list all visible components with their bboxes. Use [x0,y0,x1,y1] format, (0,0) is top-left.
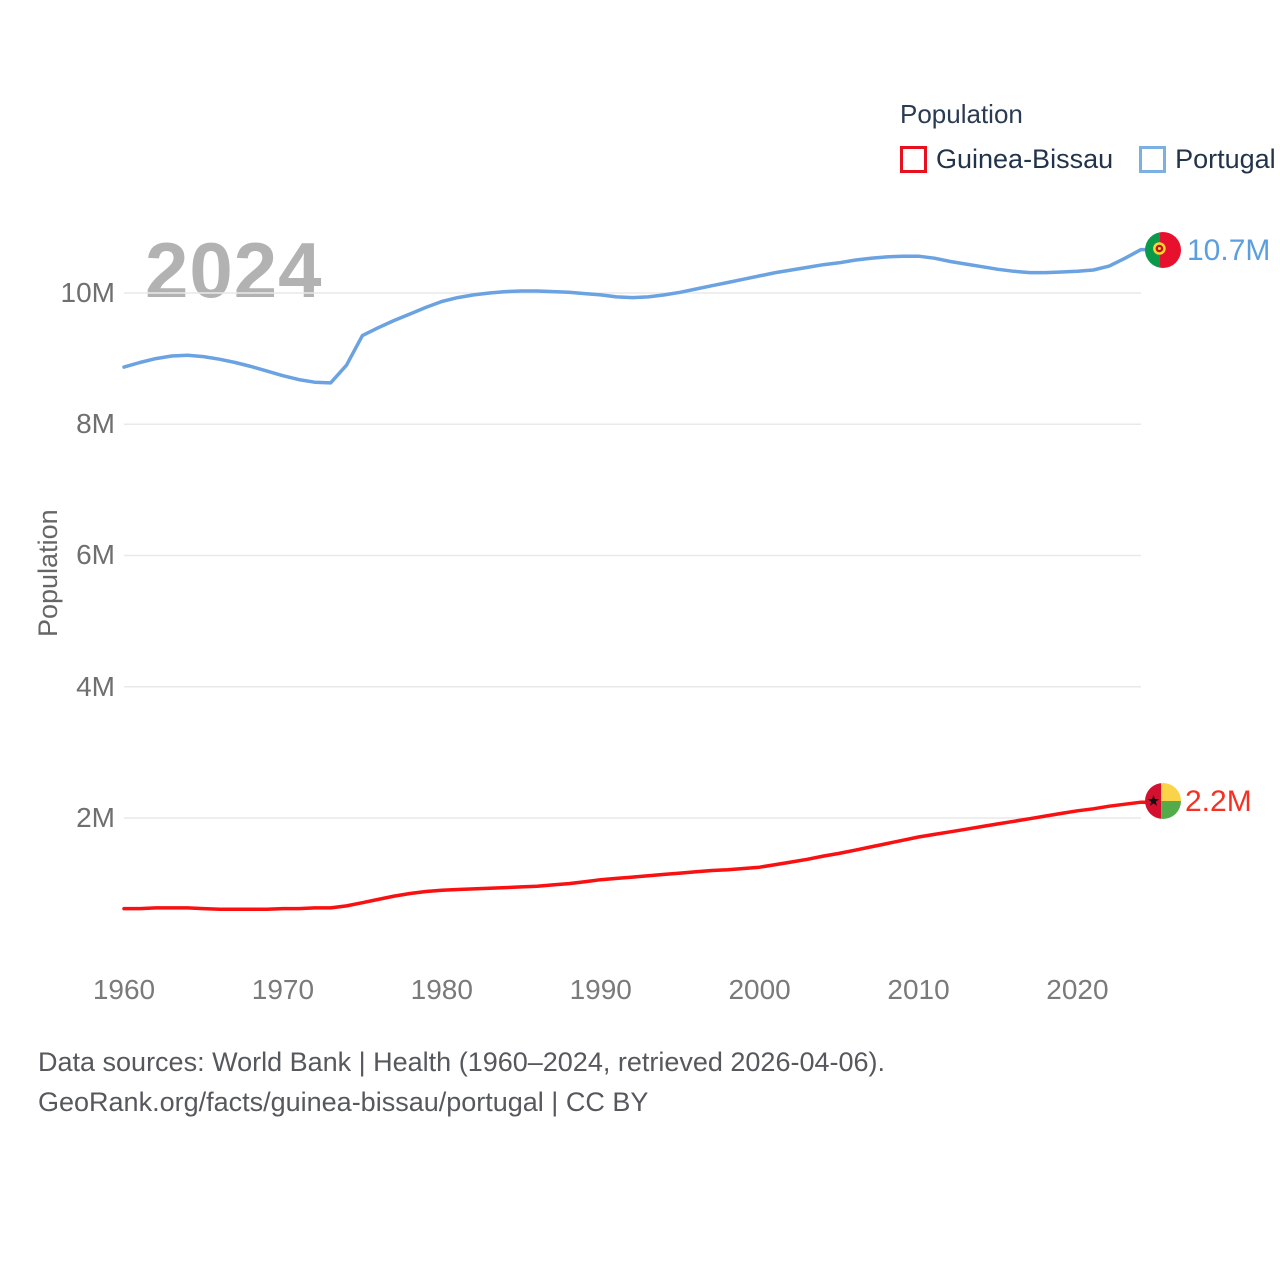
y-axis-title: Population [33,509,63,637]
footer: Data sources: World Bank | Health (1960–… [38,1042,885,1122]
legend-swatch-portugal [1139,146,1167,173]
series-line-portugal [122,247,1152,385]
portugal-end-label: 10.7M [1187,234,1271,267]
x-tick-label: 1960 [92,974,156,1005]
guinea-bissau-flag-icon [1145,783,1181,819]
y-tick-label: 2M [76,802,115,833]
y-tick-label: 8M [76,408,115,440]
x-tick-label: 2000 [728,974,791,1005]
legend-item-portugal[interactable]: Portugal [1139,144,1276,175]
watermark-year: 2024 [145,226,323,314]
legend-item-guinea-bissau[interactable]: Guinea-Bissau [900,144,1113,175]
legend-swatch-guinea-bissau [900,146,927,173]
legend: Population Guinea-Bissau Portugal [900,99,1276,175]
footer-link: GeoRank.org/facts/guinea-bissau/portugal… [38,1087,649,1117]
y-tick-label: 10M [60,276,115,308]
footer-sources: Data sources: World Bank | Health (1960–… [38,1047,885,1077]
y-tick-label: 4M [76,670,115,702]
series-line-guinea-bissau [122,800,1152,911]
legend-items: Guinea-Bissau Portugal [900,144,1276,175]
portugal-flag-icon [1145,232,1181,268]
x-tick-label: 1970 [251,974,315,1005]
legend-item-label: Portugal [1175,144,1276,174]
guinea-bissau-end-label: 2.2M [1185,785,1252,818]
legend-title: Population [900,99,1023,129]
x-tick-label: 1990 [569,974,632,1005]
legend-item-label: Guinea-Bissau [936,144,1114,174]
y-tick-label: 6M [76,539,115,571]
x-tick-label: 2020 [1046,974,1109,1005]
x-tick-label: 2010 [887,974,950,1005]
x-tick-label: 1980 [410,974,473,1005]
